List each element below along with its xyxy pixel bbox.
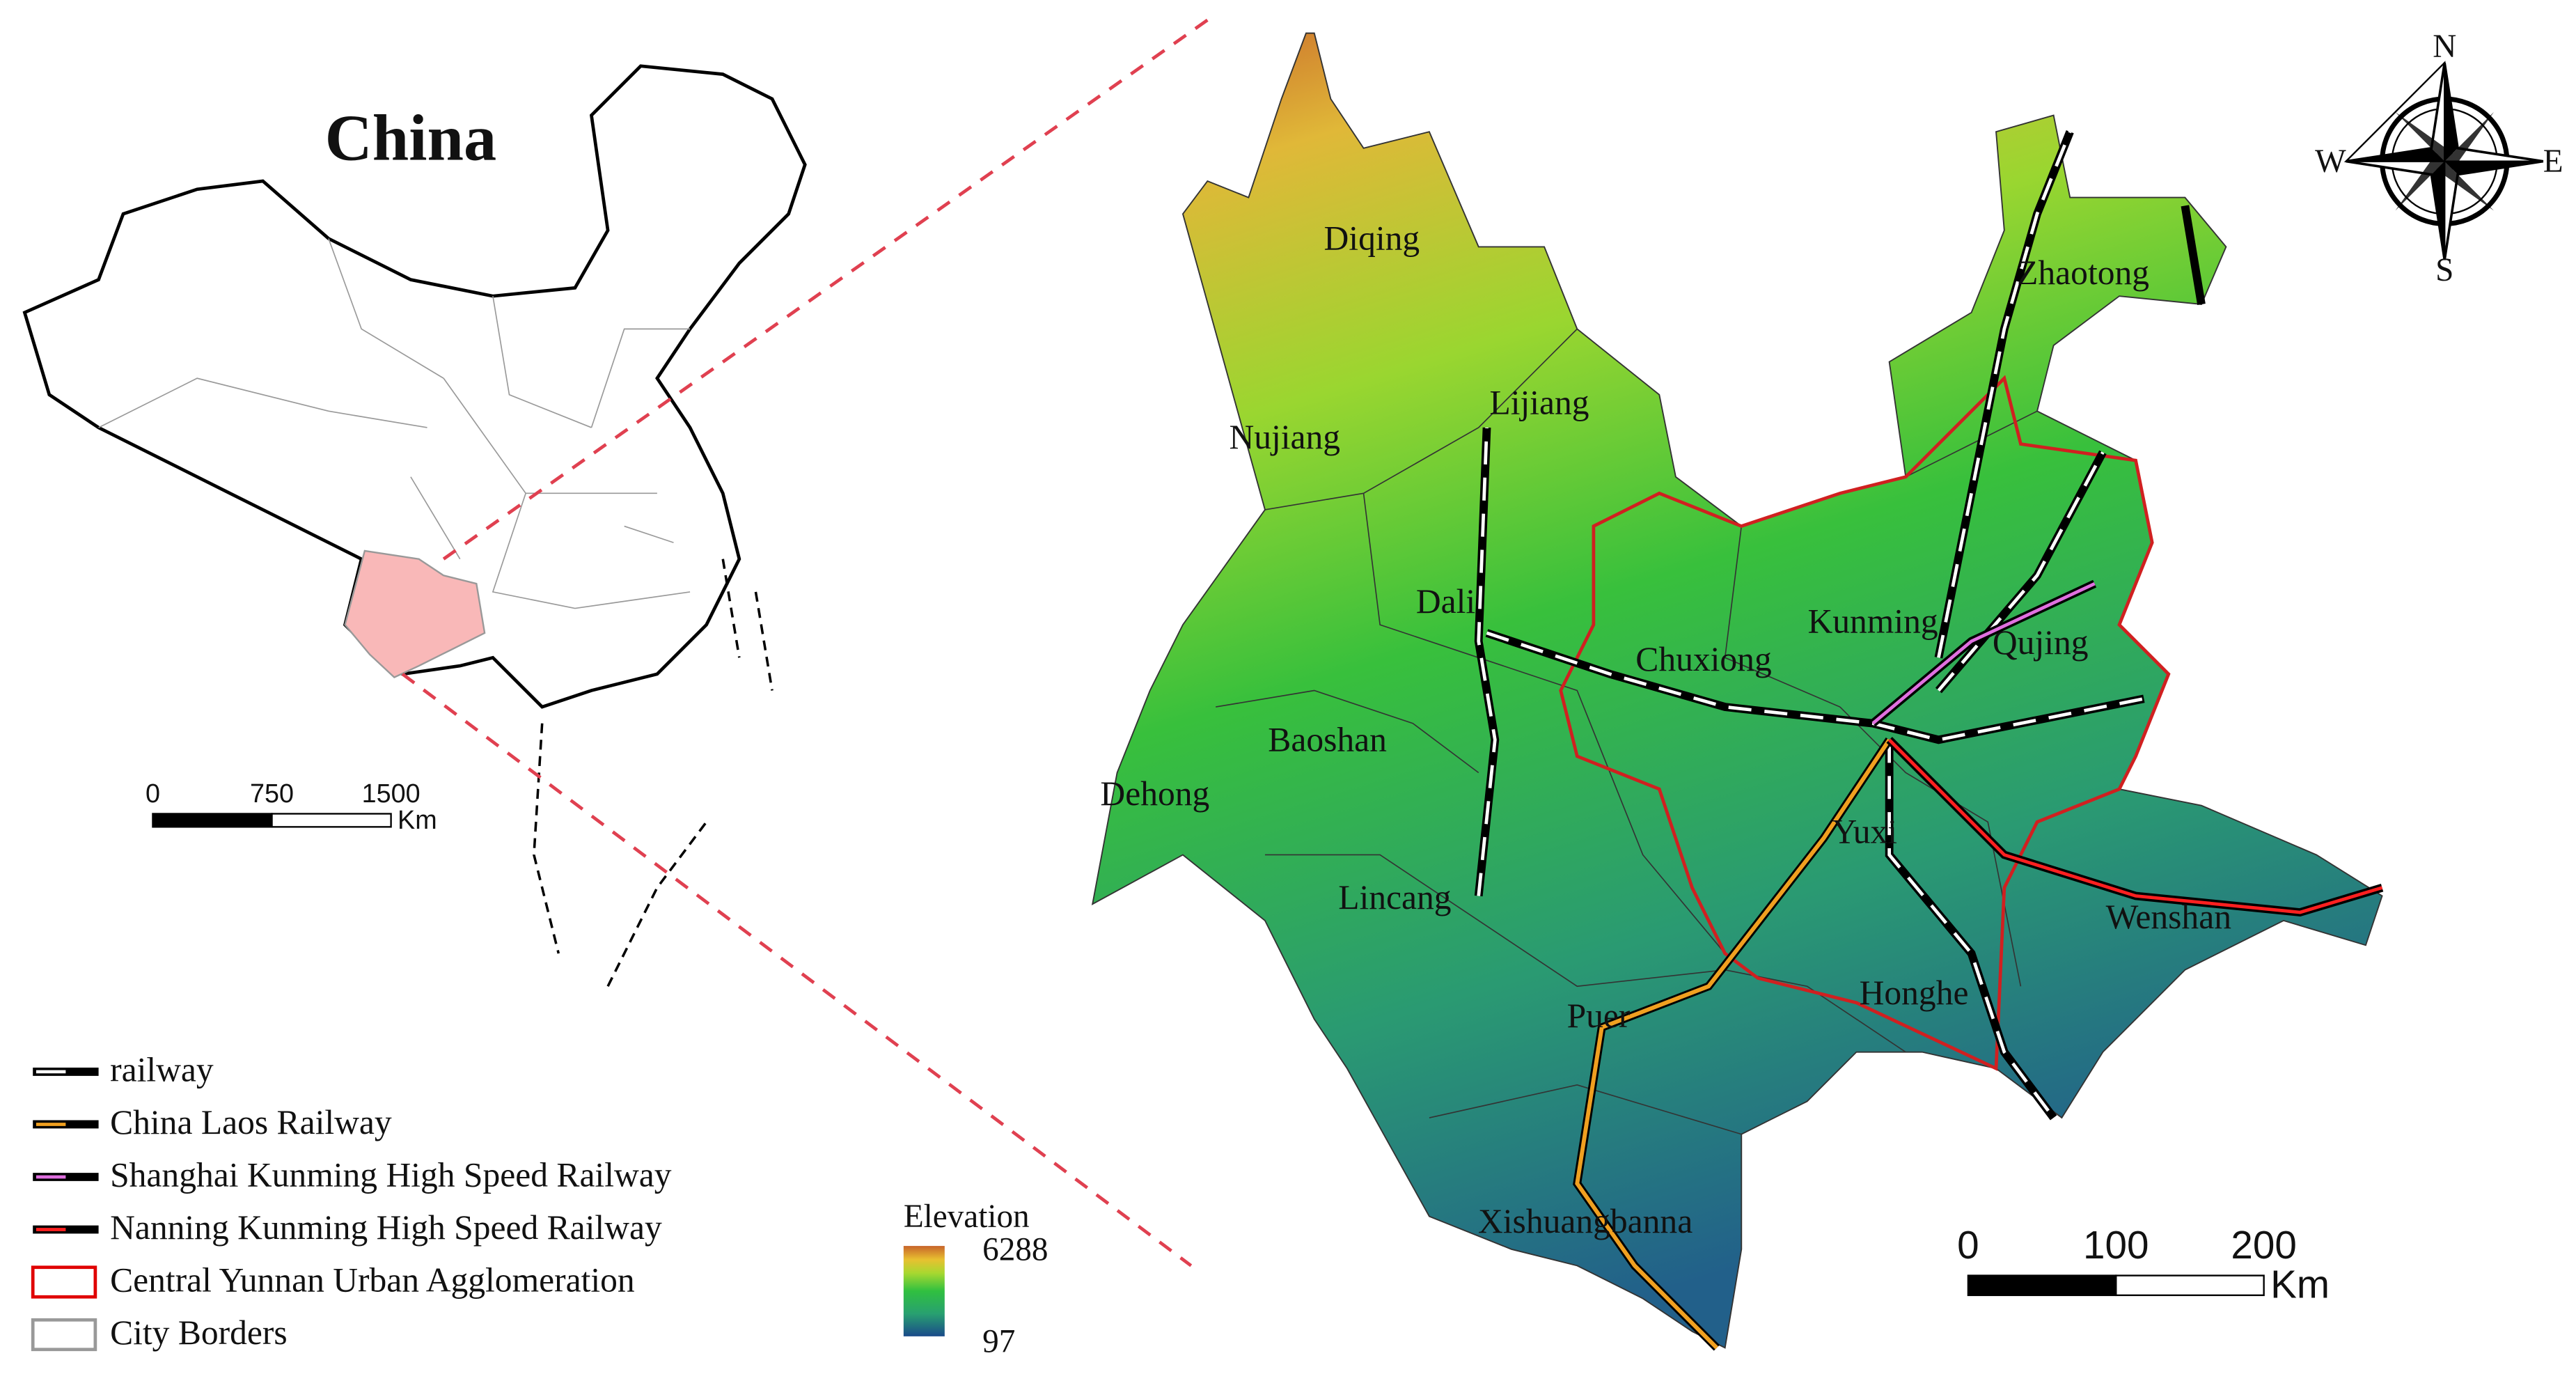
legend-label: Nanning Kunming High Speed Railway [110, 1208, 662, 1247]
china-outline [22, 64, 807, 709]
city-label: Nujiang [1229, 418, 1340, 456]
railway [2181, 205, 2206, 305]
city-label: Yuxi [1832, 813, 1897, 851]
city-label: Baoshan [1268, 720, 1387, 758]
city-label: Lincang [1338, 878, 1451, 916]
elevation-ramp [903, 1246, 945, 1336]
city-label: Qujing [1993, 623, 2089, 662]
elevation-title: Elevation [904, 1199, 1030, 1235]
city-label: Xishuangbanna [1478, 1202, 1693, 1240]
compass-e: E [2543, 143, 2563, 180]
connector [401, 673, 1193, 1267]
compass-rose: N E S W [2315, 29, 2563, 288]
scale-label: 200 [2231, 1224, 2296, 1267]
legend-label: Central Yunnan Urban Agglomeration [110, 1261, 635, 1300]
city-label: Chuxiong [1635, 640, 1771, 678]
scale-label: 0 [1957, 1224, 1979, 1267]
city-label: Zhaotong [2017, 253, 2149, 292]
city-label: Puer [1567, 997, 1631, 1035]
islands [533, 559, 773, 988]
city-label: Wenshan [2106, 898, 2232, 936]
legend-label: Shanghai Kunming High Speed Railway [110, 1156, 672, 1194]
inset-title: China [325, 102, 497, 175]
scale-segment [152, 813, 273, 828]
scale-label: 100 [2083, 1224, 2149, 1267]
railway [1887, 740, 2055, 1119]
scale-segment [1967, 1274, 2117, 1297]
yunnan-highlight [344, 549, 486, 679]
china-laos-railway [1575, 738, 1892, 1350]
yunnan-map: Diqing Lijiang Nujiang Dali Chuxiong Kunming Q… [1091, 32, 2384, 1351]
scale-label: 750 [250, 779, 294, 808]
city-label: Dali [1416, 582, 1475, 621]
railway [1477, 427, 1497, 896]
agglomeration-border [1559, 375, 2171, 1071]
legend: railway China Laos Railway Shanghai Kunmin… [31, 1051, 672, 1352]
city-label: Honghe [1860, 974, 1969, 1012]
scale-unit: Km [2270, 1263, 2330, 1306]
scale-segment [271, 813, 392, 828]
railway [1937, 451, 2105, 692]
shanghai-kunming-hsr [1871, 582, 2096, 725]
city-label: Diqing [1324, 219, 1420, 258]
railway [1485, 629, 2145, 744]
elevation-min: 97 [982, 1323, 1015, 1359]
city-label: Lijiang [1489, 384, 1589, 422]
elevation-max: 6288 [982, 1231, 1048, 1267]
city-label: Kunming [1807, 602, 1938, 640]
legend-swatch [31, 1318, 97, 1352]
legend-label: City Borders [110, 1313, 288, 1352]
scale-unit: Km [398, 805, 437, 834]
legend-label: railway [110, 1051, 214, 1089]
compass-w: W [2315, 143, 2346, 180]
legend-swatch [31, 1265, 97, 1299]
china-province-borders [98, 238, 691, 609]
legend-label: China Laos Railway [110, 1103, 392, 1141]
scale-label: 1500 [362, 779, 421, 808]
scale-label: 0 [146, 779, 160, 808]
nanning-kunming-hsr [1887, 738, 2383, 914]
compass-s: S [2435, 252, 2453, 288]
city-label: Dehong [1100, 774, 1209, 813]
compass-n: N [2433, 29, 2456, 65]
elevation-legend: Elevation 6288 97 [903, 1199, 1048, 1359]
scale-segment [2115, 1274, 2265, 1297]
railway [1937, 131, 2072, 658]
city-labels: Diqing Lijiang Nujiang Dali Chuxiong Kunming Q… [1100, 219, 2231, 1240]
